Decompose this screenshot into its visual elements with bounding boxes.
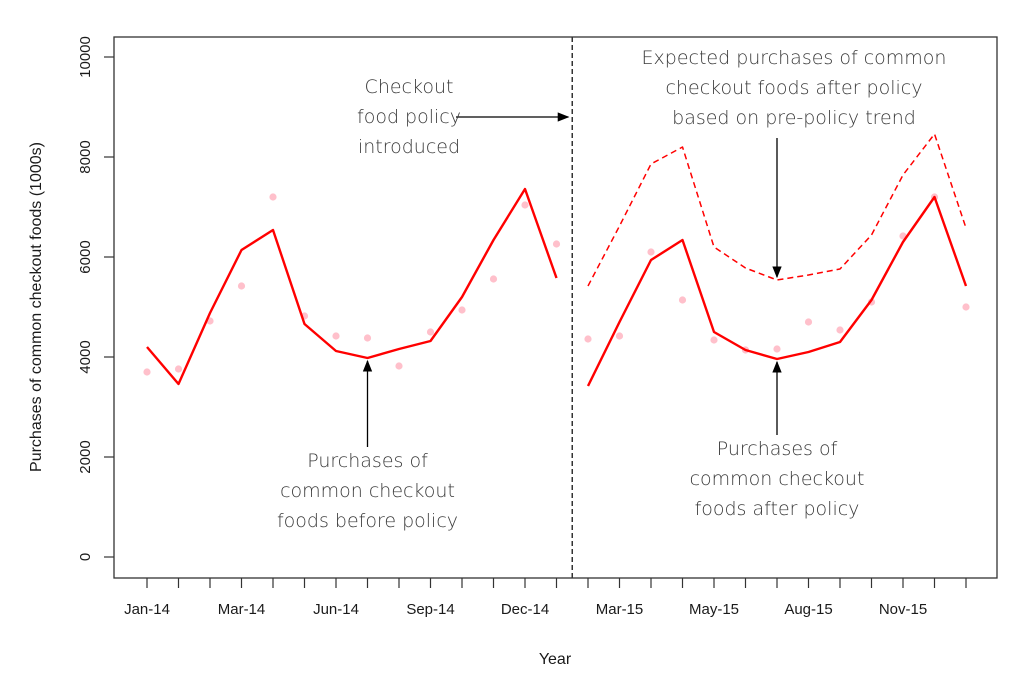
- observed-point: [584, 335, 592, 343]
- x-axis-title: Year: [539, 651, 572, 668]
- observed-point: [489, 275, 498, 283]
- x-axis: Jan-14 Mar-14 Jun-14 Sep-14 Dec-14 Mar-15 May-…: [124, 578, 967, 618]
- annotations: Checkout food policy introduced Purchases o…: [277, 47, 947, 532]
- y-tick-label: 10000: [77, 36, 94, 78]
- observed-point: [143, 368, 151, 376]
- observed-points: [143, 193, 970, 376]
- observed-point: [678, 296, 687, 304]
- observed-point: [647, 248, 655, 256]
- y-tick-label: 4000: [77, 340, 94, 373]
- observed-point: [962, 303, 970, 311]
- y-tick-label: 2000: [77, 440, 94, 473]
- x-tick-label: Dec-14: [501, 601, 549, 618]
- x-tick-label: Aug-15: [784, 601, 832, 618]
- annotation-text: common checkout: [690, 468, 865, 490]
- observed-point: [615, 332, 624, 340]
- observed-point: [332, 332, 340, 340]
- y-tick-label: 8000: [77, 140, 94, 173]
- observed-point: [363, 334, 372, 342]
- y-axis: 0 2000 4000 6000 8000 10000: [77, 36, 114, 561]
- annotation-text: Purchases of: [717, 438, 838, 460]
- plot-frame: [113, 36, 998, 579]
- observed-point: [237, 282, 246, 290]
- fitted-line: [586, 195, 968, 387]
- annotation-text: foods before policy: [277, 510, 458, 532]
- x-tick-label: Sep-14: [406, 601, 454, 618]
- observed-point: [395, 362, 403, 370]
- observed-point: [710, 336, 718, 344]
- observed-point: [773, 345, 781, 353]
- observed-point: [836, 326, 844, 334]
- annotation-text: foods after policy: [695, 498, 860, 520]
- annotation-text: based on pre-policy trend: [672, 107, 916, 129]
- y-tick-label: 6000: [77, 240, 94, 273]
- x-tick-label: Jan-14: [124, 601, 170, 618]
- annotation-text: Checkout: [365, 76, 454, 98]
- annotation-text: Expected purchases of common: [642, 47, 947, 69]
- observed-point: [552, 240, 561, 248]
- observed-point: [174, 365, 183, 373]
- annotation-text: common checkout: [280, 480, 455, 502]
- observed-point: [804, 318, 813, 326]
- series-lines: [146, 133, 968, 387]
- observed-point: [458, 306, 466, 314]
- x-tick-label: Mar-14: [218, 601, 266, 618]
- x-tick-label: May-15: [689, 601, 739, 618]
- annotation-text: food policy: [357, 106, 461, 128]
- annotation-text: checkout foods after policy: [666, 77, 923, 99]
- observed-point: [426, 328, 435, 336]
- observed-point: [269, 193, 277, 201]
- fitted-line: [146, 187, 558, 386]
- y-tick-label: 0: [77, 553, 94, 561]
- annotation-text: Purchases of: [307, 450, 428, 472]
- y-axis-title: Purchases of common checkout foods (1000…: [28, 142, 45, 472]
- annotation-text: introduced: [358, 136, 460, 158]
- x-tick-label: Mar-15: [596, 601, 644, 618]
- x-tick-label: Nov-15: [879, 601, 927, 618]
- x-tick-label: Jun-14: [313, 601, 359, 618]
- observed-point: [521, 201, 529, 209]
